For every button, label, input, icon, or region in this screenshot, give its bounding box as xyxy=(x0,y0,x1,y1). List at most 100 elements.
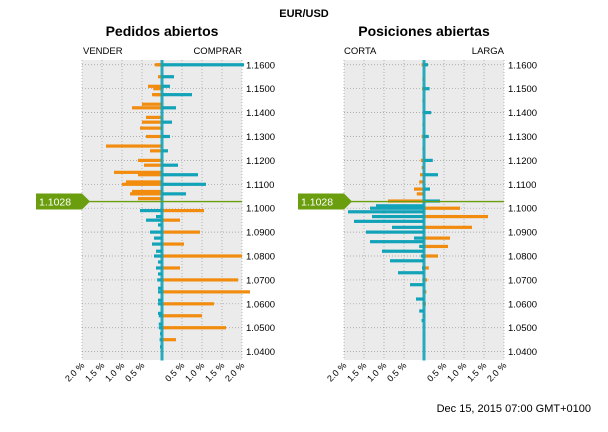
long-label: LARGA xyxy=(472,46,505,57)
y-tick-label: 1.1000 xyxy=(508,204,537,215)
short-bar xyxy=(398,271,424,275)
sell-bar xyxy=(150,230,162,234)
y-tick-label: 1.1600 xyxy=(508,60,537,71)
buy-bar xyxy=(162,192,186,196)
sell-bar xyxy=(142,120,162,124)
short-bar xyxy=(372,214,424,219)
sell-bar xyxy=(158,298,162,302)
buy-bar xyxy=(162,278,238,282)
sell-bar xyxy=(154,93,162,97)
short-bar xyxy=(416,297,424,301)
short-bar xyxy=(416,192,424,196)
sell-bar xyxy=(144,163,162,167)
long-bar xyxy=(424,236,450,240)
buy-bar xyxy=(162,290,250,294)
sell-bar xyxy=(153,87,162,91)
long-bar xyxy=(424,266,429,270)
y-tick-label: 1.1300 xyxy=(246,132,275,143)
x-tick-label: 1.0 % xyxy=(183,360,206,383)
timestamp: Dec 15, 2015 07:00 GMT+0100 xyxy=(437,403,591,415)
y-tick-label: 1.1200 xyxy=(508,156,537,167)
price-markers: 1.1028 1.1028 xyxy=(36,193,504,210)
x-tick-label: 2.0 % xyxy=(325,360,348,383)
sell-bar xyxy=(158,314,162,318)
y-tick-label: 1.1100 xyxy=(246,180,274,191)
short-bar xyxy=(392,225,424,229)
short-bar xyxy=(419,180,424,184)
short-bar xyxy=(382,249,424,253)
sell-label: VENDER xyxy=(83,46,123,57)
y-tick-label: 1.0800 xyxy=(246,252,275,263)
y-tick-label: 1.0500 xyxy=(246,323,275,334)
y-tick-label: 1.0500 xyxy=(508,323,537,334)
sell-bar xyxy=(158,286,162,290)
short-bar xyxy=(410,283,424,287)
sell-bar xyxy=(152,242,162,246)
sell-bar xyxy=(114,170,162,174)
buy-bar xyxy=(162,338,176,342)
short-bar xyxy=(414,236,424,240)
long-bar xyxy=(424,87,430,91)
short-bar xyxy=(420,254,424,258)
sell-bar xyxy=(146,115,162,119)
orders-x-axis-labels: 2.0 %1.5 %1.0 %0.5 % 0.5 %1.0 %1.5 %2.0 % xyxy=(63,360,246,383)
y-tick-label: 1.0600 xyxy=(246,299,275,310)
long-bar xyxy=(424,214,488,219)
sell-bar xyxy=(154,236,162,240)
y-tick-label: 1.1200 xyxy=(246,156,275,167)
long-bar xyxy=(424,158,433,162)
sell-bar xyxy=(146,134,162,139)
y-tick-label: 1.0700 xyxy=(246,275,275,286)
y-tick-label: 1.0700 xyxy=(508,275,537,286)
sell-bar xyxy=(106,144,162,148)
y-tick-label: 1.1000 xyxy=(246,204,275,215)
x-tick-label: 1.5 % xyxy=(345,360,368,383)
sell-bar xyxy=(157,278,162,282)
sell-bar xyxy=(158,326,162,330)
sell-bar xyxy=(148,84,162,88)
sell-bar xyxy=(158,290,162,294)
short-bar xyxy=(420,158,424,162)
buy-bar xyxy=(162,208,204,213)
sell-bar xyxy=(138,197,162,201)
sell-bar xyxy=(132,106,162,110)
sell-bar xyxy=(132,189,162,194)
sell-bar xyxy=(142,102,162,106)
sell-bar xyxy=(126,180,162,184)
buy-bar xyxy=(162,106,176,110)
sell-bar xyxy=(156,266,162,270)
buy-bar xyxy=(162,266,180,270)
sell-bar xyxy=(158,302,162,306)
buy-bar xyxy=(162,242,184,246)
buy-bar xyxy=(162,93,192,97)
sell-bar xyxy=(158,75,162,79)
buy-bar xyxy=(162,326,226,330)
sell-bar xyxy=(150,149,162,153)
y-tick-label: 1.1100 xyxy=(508,180,536,191)
buy-bar xyxy=(162,63,244,67)
x-tick-label: 2.0 % xyxy=(485,360,508,383)
short-bar xyxy=(366,230,424,234)
y-tick-label: 1.1300 xyxy=(508,132,537,143)
sell-bar xyxy=(156,249,162,253)
long-bar xyxy=(424,244,448,249)
chart-title: EUR/USD xyxy=(279,8,329,20)
y-tick-label: 1.0400 xyxy=(246,347,275,358)
x-tick-label: 1.5 % xyxy=(203,360,226,383)
orders-bars xyxy=(106,60,250,361)
y-tick-label: 1.1500 xyxy=(508,84,537,95)
short-bar xyxy=(419,244,424,249)
sell-bar xyxy=(130,192,162,196)
sell-bar xyxy=(158,311,162,315)
y-tick-label: 1.1500 xyxy=(246,84,275,95)
short-bar xyxy=(370,206,424,210)
long-bar xyxy=(424,206,460,210)
center-axis-bar xyxy=(160,60,164,361)
center-axis-bar xyxy=(422,60,426,361)
x-tick-label: 1.0 % xyxy=(103,360,126,383)
long-bar xyxy=(424,278,428,282)
y-tick-label: 1.0600 xyxy=(508,299,537,310)
short-bar xyxy=(390,259,424,263)
short-label: CORTA xyxy=(344,46,377,57)
x-tick-label: 0.5 % xyxy=(163,360,186,383)
